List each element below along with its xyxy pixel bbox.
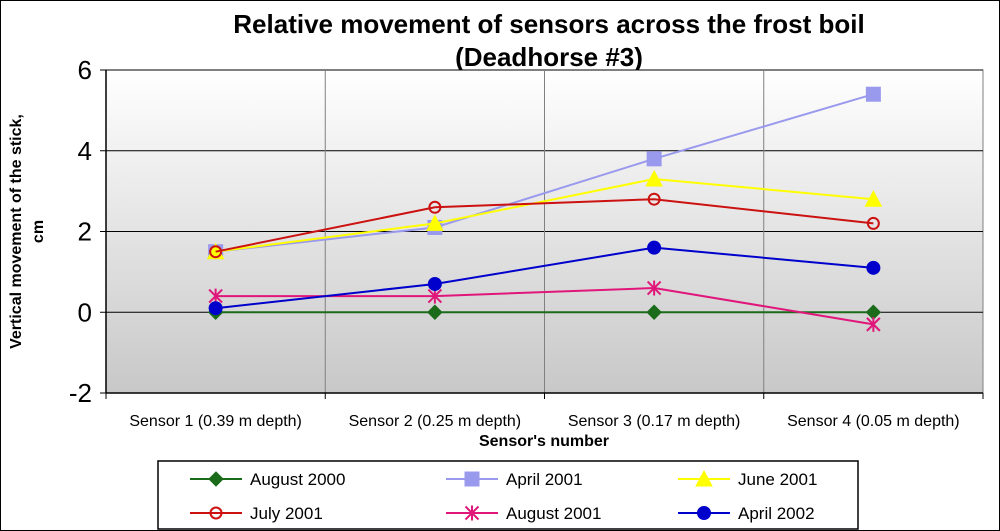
data-point [427,276,442,291]
y-tick-label: 6 [78,55,92,85]
legend-label: July 2001 [250,504,323,523]
data-point [866,260,881,275]
data-point [427,288,443,304]
data-point [428,200,442,214]
data-point [864,190,883,207]
series-line [215,178,874,253]
x-tick-label: Sensor 4 (0.05 m depth) [787,413,960,430]
data-point [646,151,662,167]
legend-item: July 2001 [190,504,323,523]
x-axis-label: Sensor's number [479,433,609,450]
data-point [866,216,880,230]
legend-label: April 2001 [506,470,583,489]
series-line [215,93,874,253]
legend-item: June 2001 [678,469,817,489]
y-tick-label: 2 [78,217,92,247]
data-point [645,169,663,187]
legend-item: April 2001 [446,470,583,489]
data-point [866,316,881,332]
legend-item: April 2002 [678,504,815,523]
legend-marker [697,506,711,520]
y-axis-label-line: cm [30,220,47,243]
legend-label: April 2002 [738,504,815,523]
y-tick-label: 0 [78,297,92,327]
legend-item: August 2000 [190,470,345,489]
data-point [208,301,223,316]
data-point [646,280,662,296]
chart-title: Relative movement of sensors across the … [233,9,864,39]
data-point [865,86,881,102]
series-line [215,246,874,310]
data-point [208,288,223,304]
data-point [427,304,443,320]
y-tick-label: -2 [69,378,92,408]
series-line [215,198,874,253]
x-tick-label: Sensor 3 (0.17 m depth) [568,413,741,430]
legend-marker [695,469,713,487]
legend-label: August 2001 [506,504,601,523]
legend-marker [208,471,224,487]
legend-marker [464,471,480,487]
y-axis-label-line: Vertical movement of the stick, [8,114,25,349]
legend-marker [464,505,480,521]
data-point [647,240,662,255]
chart-subtitle: (Deadhorse #3) [455,42,643,72]
x-tick-label: Sensor 1 (0.39 m depth) [129,413,302,430]
legend-item: August 2001 [446,504,601,523]
data-point [646,304,662,320]
data-point [209,245,223,259]
legend-label: August 2000 [250,470,345,489]
data-point [426,214,444,231]
y-tick-label: 4 [78,136,92,166]
data-point [647,192,661,206]
legend-label: June 2001 [738,470,817,489]
x-tick-label: Sensor 2 (0.25 m depth) [349,413,522,430]
legend-marker [209,506,223,520]
legend-box [157,460,859,530]
y-axis-label: Vertical movement of the stick, cm [8,114,47,349]
